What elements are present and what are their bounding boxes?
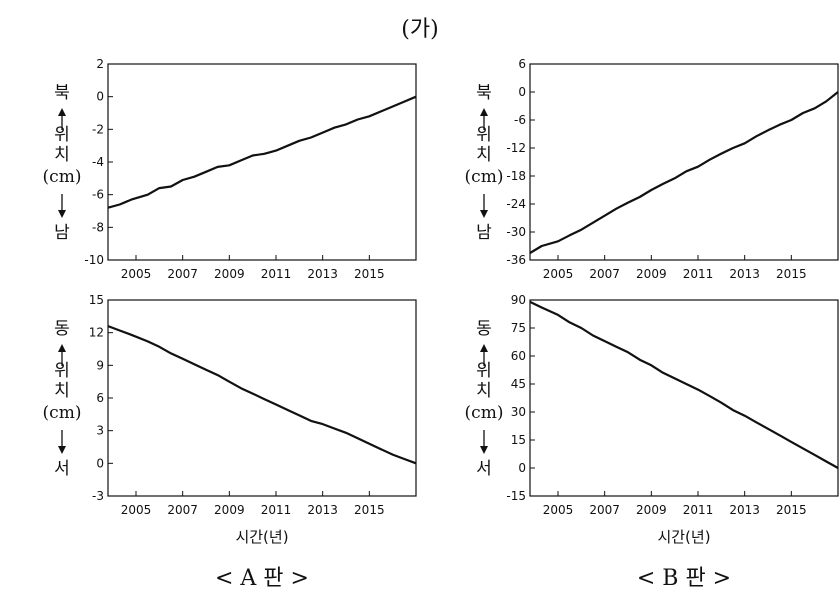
- y-tick-label: 6: [96, 391, 104, 405]
- x-tick-label: 2013: [307, 503, 338, 517]
- x-tick-label: 2011: [261, 503, 292, 517]
- chart-a-east-west: -3 0 3 6 9 12 15 2005 2007 2009 2011 2013 2015 동서 위치(c…: [43, 293, 417, 517]
- x-tick-label: 2015: [354, 503, 385, 517]
- y-tick-label: 0: [518, 85, 526, 99]
- y-tick-label: 60: [511, 349, 526, 363]
- y-tick-label: 15: [511, 433, 526, 447]
- position-axis-label: 위: [476, 125, 492, 145]
- position-axis-label: (cm): [465, 403, 504, 423]
- y-tick-label: -15: [506, 489, 526, 503]
- x-tick-label: 2015: [776, 267, 807, 281]
- arrow-up-icon: [58, 344, 66, 352]
- y-tick-label: -36: [506, 253, 526, 267]
- position-axis-label: 치: [54, 145, 70, 165]
- chart-a-north-south: -10 -8 -6 -4 -2 0 2 2005 2007 2009 2011 2013 2015 북남 위…: [43, 57, 417, 281]
- x-tick-label: 2007: [167, 503, 198, 517]
- y-tick-label: 0: [96, 90, 104, 104]
- x-tick-label: 2009: [214, 267, 245, 281]
- y-tick-label: 0: [518, 461, 526, 475]
- x-tick-label: 2007: [589, 267, 620, 281]
- position-axis-label: (cm): [465, 167, 504, 187]
- position-axis-label: (cm): [43, 403, 82, 423]
- position-axis-label: 위: [54, 125, 70, 145]
- x-tick-label: 2009: [214, 503, 245, 517]
- y-tick-label: -3: [92, 489, 104, 503]
- chart-b-east-west: -15 0 15 30 45 60 75 90 2005 2007 2009 2011 2013 2015…: [465, 293, 839, 517]
- y-tick-label: -12: [506, 141, 526, 155]
- y-tick-label: 3: [96, 424, 104, 438]
- figure-label: (가): [401, 17, 438, 42]
- arrow-up-icon: [480, 108, 488, 116]
- y-tick-label: -2: [92, 122, 104, 136]
- series-line: [529, 300, 839, 469]
- y-tick-label: 90: [511, 293, 526, 307]
- x-tick-label: 2015: [354, 267, 385, 281]
- y-tick-label: 6: [518, 57, 526, 71]
- direction-label-bottom: 남: [476, 223, 492, 243]
- y-tick-label: 45: [511, 377, 526, 391]
- x-tick-label: 2005: [543, 503, 574, 517]
- x-tick-label: 2013: [729, 267, 760, 281]
- y-tick-label: 0: [96, 456, 104, 470]
- x-tick-label: 2011: [261, 267, 292, 281]
- position-axis-label: 위: [476, 361, 492, 381]
- x-tick-label: 2005: [543, 267, 574, 281]
- position-axis-label: 치: [476, 381, 492, 401]
- y-tick-label: -10: [84, 253, 104, 267]
- position-axis-label: 치: [54, 381, 70, 401]
- y-tick-label: -30: [506, 225, 526, 239]
- y-tick-label: 30: [511, 405, 526, 419]
- y-tick-label: -6: [92, 188, 104, 202]
- y-tick-label: -18: [506, 169, 526, 183]
- x-tick-label: 2013: [307, 267, 338, 281]
- caption-b: < B 판 >: [637, 566, 731, 591]
- x-tick-label: 2011: [683, 503, 714, 517]
- arrow-up-icon: [480, 344, 488, 352]
- direction-label-top: 동: [54, 319, 70, 339]
- arrow-down-icon: [480, 210, 488, 218]
- caption-a: < A 판 >: [215, 566, 309, 591]
- x-tick-label: 2007: [167, 267, 198, 281]
- y-tick-label: 2: [96, 57, 104, 71]
- y-tick-label: -6: [514, 113, 526, 127]
- x-tick-label: 2005: [121, 503, 152, 517]
- y-tick-label: -8: [92, 220, 104, 234]
- direction-label-top: 북: [54, 83, 70, 103]
- arrow-down-icon: [58, 210, 66, 218]
- series-line: [107, 95, 417, 209]
- plot-frame: [107, 63, 417, 261]
- y-tick-label: 15: [89, 293, 104, 307]
- direction-label-bottom: 서: [54, 459, 70, 479]
- y-tick-label: 75: [511, 321, 526, 335]
- x-tick-label: 2015: [776, 503, 807, 517]
- x-tick-label: 2005: [121, 267, 152, 281]
- x-axis-label-a: 시간(년): [235, 528, 288, 546]
- x-tick-label: 2013: [729, 503, 760, 517]
- direction-label-top: 북: [476, 83, 492, 103]
- plot-frame: [529, 63, 839, 261]
- direction-label-bottom: 서: [476, 459, 492, 479]
- position-axis-label: (cm): [43, 167, 82, 187]
- y-tick-label: -4: [92, 155, 104, 169]
- arrow-up-icon: [58, 108, 66, 116]
- x-tick-label: 2009: [636, 267, 667, 281]
- chart-b-north-south: -36 -30 -24 -18 -12 -6 0 6 2005 2007 2009 2011 2013 2…: [465, 57, 839, 281]
- arrow-down-icon: [58, 446, 66, 454]
- direction-label-bottom: 남: [54, 223, 70, 243]
- y-tick-label: 9: [96, 358, 104, 372]
- x-tick-label: 2011: [683, 267, 714, 281]
- series-line: [107, 325, 417, 465]
- x-axis-label-b: 시간(년): [657, 528, 710, 546]
- x-tick-label: 2007: [589, 503, 620, 517]
- position-axis-label: 치: [476, 145, 492, 165]
- y-tick-label: -24: [506, 197, 526, 211]
- arrow-down-icon: [480, 446, 488, 454]
- position-axis-label: 위: [54, 361, 70, 381]
- y-tick-label: 12: [89, 326, 104, 340]
- plot-frame: [529, 299, 839, 497]
- x-tick-label: 2009: [636, 503, 667, 517]
- direction-label-top: 동: [476, 319, 492, 339]
- series-line: [529, 91, 839, 254]
